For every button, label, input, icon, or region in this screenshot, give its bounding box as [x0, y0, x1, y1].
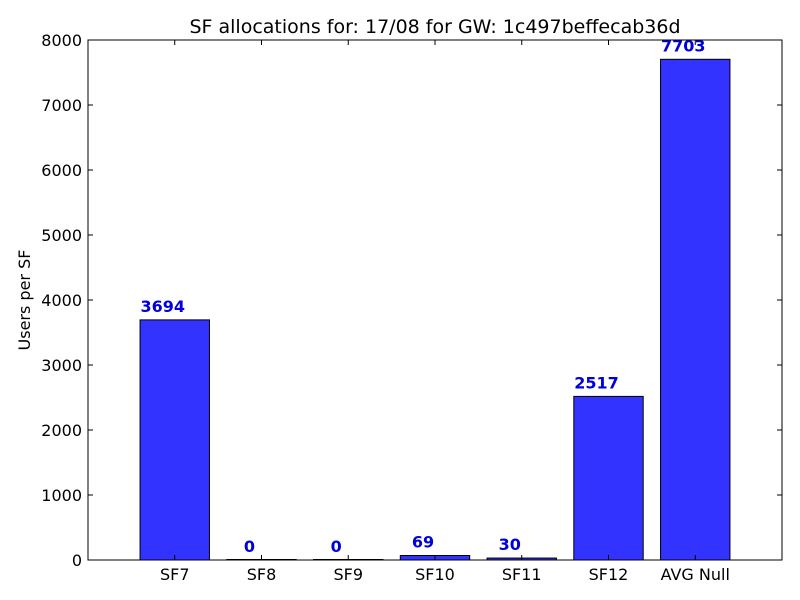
bar [574, 396, 643, 560]
y-tick-label: 8000 [41, 31, 82, 50]
bar [140, 320, 209, 560]
x-tick-label: SF10 [415, 565, 455, 584]
y-tick-label: 2000 [41, 421, 82, 440]
y-tick-label: 3000 [41, 356, 82, 375]
y-tick-label: 7000 [41, 96, 82, 115]
y-tick-label: 0 [72, 551, 82, 570]
data-label: 3694 [140, 297, 185, 316]
y-tick-label: 4000 [41, 291, 82, 310]
x-tick-label: SF7 [160, 565, 190, 584]
y-tick-label: 6000 [41, 161, 82, 180]
data-label: 0 [331, 537, 342, 556]
chart-title: SF allocations for: 17/08 for GW: 1c497b… [189, 16, 680, 38]
data-label: 2517 [574, 373, 619, 392]
y-tick-label: 5000 [41, 226, 82, 245]
bar [661, 59, 730, 560]
data-label: 0 [244, 537, 255, 556]
x-tick-label: AVG Null [661, 565, 730, 584]
y-axis-label: Users per SF [15, 250, 34, 351]
x-tick-label: SF8 [247, 565, 277, 584]
data-label: 7703 [661, 36, 706, 55]
data-label: 30 [499, 535, 521, 554]
x-tick-label: SF11 [502, 565, 542, 584]
y-tick-label: 1000 [41, 486, 82, 505]
x-tick-label: SF9 [333, 565, 363, 584]
x-tick-label: SF12 [589, 565, 629, 584]
data-label: 69 [412, 533, 434, 552]
bars-group [140, 59, 730, 560]
